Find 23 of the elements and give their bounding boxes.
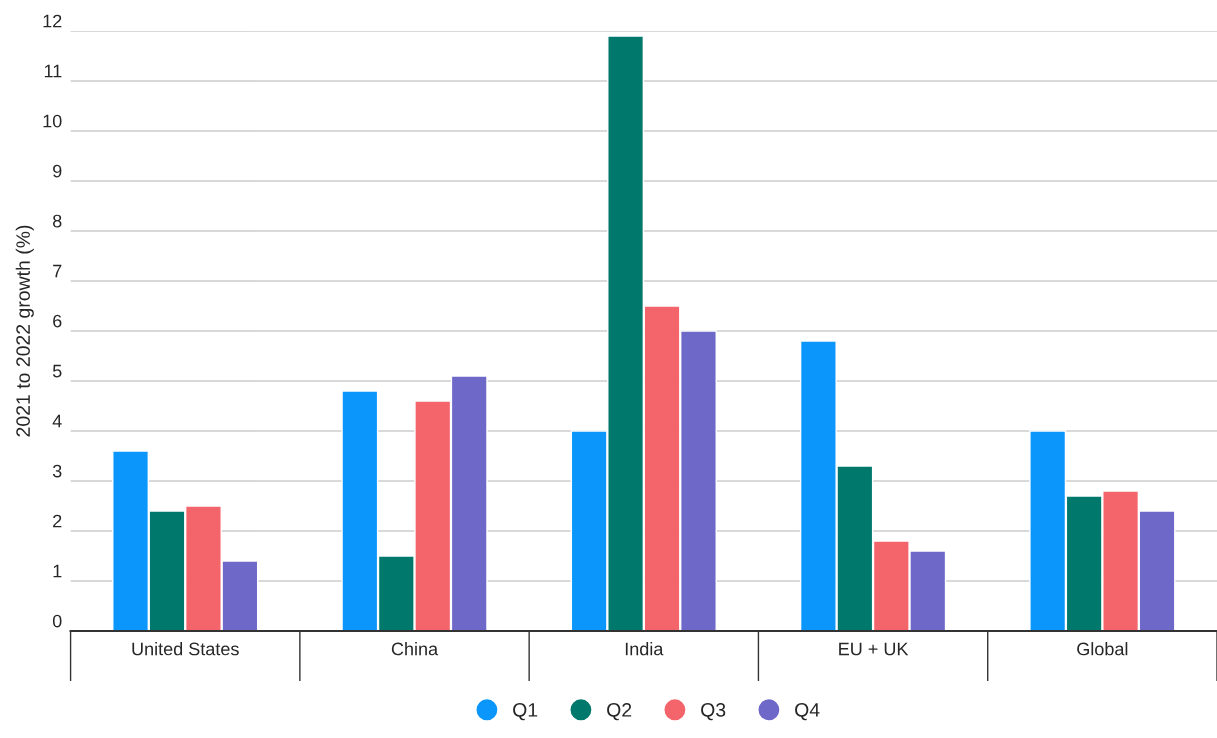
y-tick-label: 1 xyxy=(53,564,62,578)
legend-label: Q3 xyxy=(701,703,726,721)
x-tick-label: China xyxy=(391,642,439,656)
y-tick-label: 7 xyxy=(53,264,62,278)
y-tick-label: 10 xyxy=(43,114,62,128)
y-axis-title: 2021 to 2022 growth (%) xyxy=(15,225,34,437)
x-tick-label: Global xyxy=(1077,642,1128,656)
legend-label: Q1 xyxy=(513,703,538,721)
legend-label: Q2 xyxy=(607,703,632,721)
x-tick-label: EU + UK xyxy=(839,642,909,656)
y-tick-label: 6 xyxy=(53,314,62,328)
y-tick-label: 12 xyxy=(43,14,62,28)
y-tick-label: 4 xyxy=(52,414,62,428)
y-tick-label: 2 xyxy=(53,514,62,528)
y-tick-label: 5 xyxy=(52,364,62,378)
y-tick-label: 3 xyxy=(52,464,62,478)
y-tick-label: 11 xyxy=(44,64,62,78)
y-tick-label: 8 xyxy=(53,214,62,228)
x-tick-label: India xyxy=(625,642,664,656)
y-tick-label: 9 xyxy=(53,164,62,178)
x-tick-label: United States xyxy=(132,642,239,656)
y-tick-label: 0 xyxy=(52,614,62,628)
legend-label: Q4 xyxy=(795,703,820,721)
